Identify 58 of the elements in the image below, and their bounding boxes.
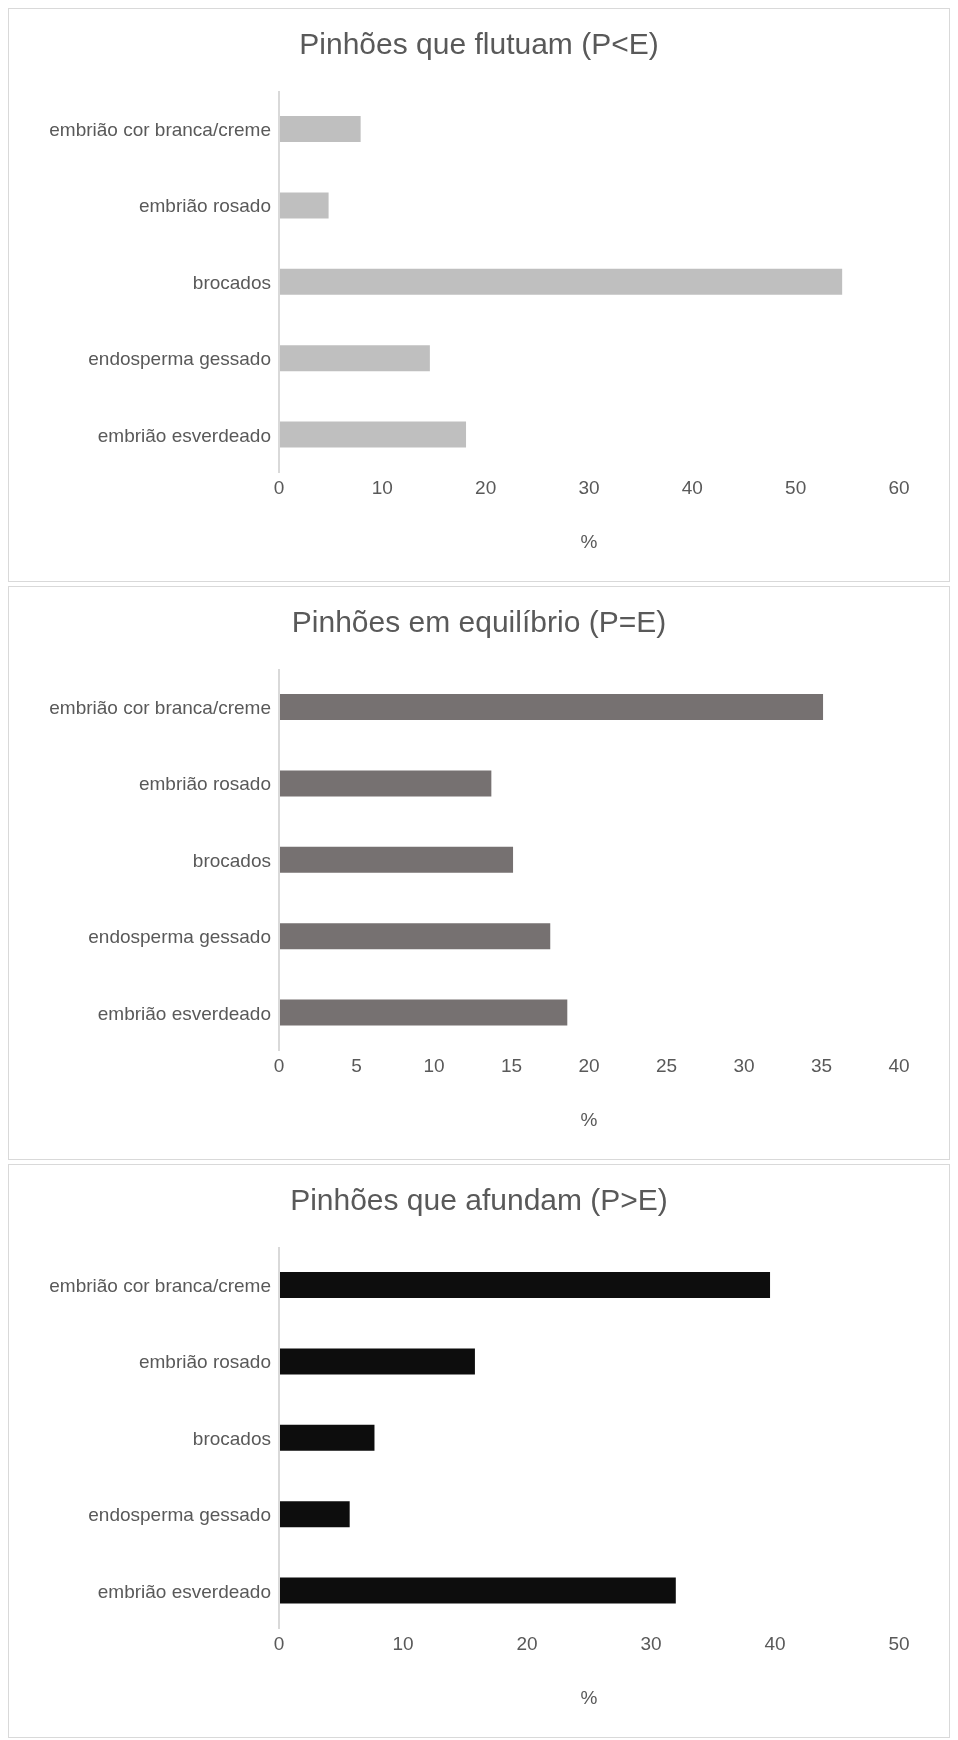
bar bbox=[279, 116, 361, 142]
x-tick-label: 35 bbox=[810, 1055, 833, 1077]
x-tick-label: 30 bbox=[578, 477, 600, 499]
x-tick-label: 30 bbox=[733, 1055, 755, 1077]
y-tick-label: endosperma gessado bbox=[88, 1504, 271, 1526]
y-tick-label: embrião cor branca/creme bbox=[49, 1274, 271, 1296]
y-tick-label: embrião esverdeado bbox=[97, 1580, 271, 1602]
y-tick-label: brocados bbox=[192, 849, 271, 871]
bar bbox=[279, 846, 514, 873]
x-tick-label: 10 bbox=[392, 1633, 414, 1655]
x-tick-label: 25 bbox=[655, 1055, 678, 1077]
x-tick-label: 40 bbox=[764, 1633, 786, 1655]
y-tick-label: brocados bbox=[192, 271, 271, 293]
x-tick-label: 0 bbox=[273, 1633, 285, 1655]
bar bbox=[279, 694, 824, 720]
y-tick-label: embrião cor branca/creme bbox=[49, 118, 271, 140]
y-tick-label: endosperma gessado bbox=[88, 926, 271, 948]
chart-title: Pinhões que afundam (P>E) bbox=[289, 1183, 669, 1218]
x-tick-label: 0 bbox=[273, 1055, 285, 1077]
x-tick-label: 10 bbox=[371, 477, 393, 499]
bar bbox=[279, 770, 492, 797]
x-axis-title: % bbox=[580, 531, 598, 552]
bar bbox=[279, 192, 329, 219]
x-tick-label: 60 bbox=[888, 477, 910, 499]
x-tick-label: 40 bbox=[681, 477, 703, 499]
bar bbox=[279, 923, 551, 950]
x-tick-label: 30 bbox=[640, 1633, 662, 1655]
bar bbox=[279, 1501, 350, 1528]
bar bbox=[279, 1577, 676, 1604]
y-tick-label: embrião esverdeado bbox=[97, 1002, 271, 1024]
x-tick-label: 20 bbox=[516, 1633, 538, 1655]
x-tick-label: 40 bbox=[888, 1055, 910, 1077]
x-tick-label: 0 bbox=[273, 477, 285, 499]
x-tick-label: 20 bbox=[578, 1055, 600, 1077]
chart-title: Pinhões em equilíbrio (P=E) bbox=[290, 605, 668, 640]
bar bbox=[279, 1424, 375, 1451]
y-tick-label: embrião cor branca/creme bbox=[49, 696, 271, 718]
x-tick-label: 50 bbox=[785, 477, 807, 499]
y-tick-label: embrião rosado bbox=[138, 773, 271, 795]
y-tick-label: embrião rosado bbox=[138, 195, 271, 217]
bar bbox=[279, 999, 568, 1026]
bar bbox=[279, 268, 843, 295]
y-tick-label: endosperma gessado bbox=[88, 348, 271, 370]
bar bbox=[279, 1272, 771, 1298]
x-tick-label: 5 bbox=[351, 1055, 362, 1077]
x-tick-label: 20 bbox=[475, 477, 497, 499]
bar bbox=[279, 1348, 475, 1375]
x-tick-label: 10 bbox=[423, 1055, 445, 1077]
y-tick-label: embrião esverdeado bbox=[97, 424, 271, 446]
bar bbox=[279, 345, 430, 372]
y-tick-label: embrião rosado bbox=[138, 1351, 271, 1373]
x-tick-label: 15 bbox=[500, 1055, 523, 1077]
bar bbox=[279, 421, 467, 448]
chart-title: Pinhões que flutuam (P<E) bbox=[298, 27, 660, 62]
x-axis-title: % bbox=[580, 1687, 598, 1708]
x-axis-title: % bbox=[580, 1109, 598, 1130]
y-tick-label: brocados bbox=[192, 1427, 271, 1449]
x-tick-label: 50 bbox=[888, 1633, 910, 1655]
